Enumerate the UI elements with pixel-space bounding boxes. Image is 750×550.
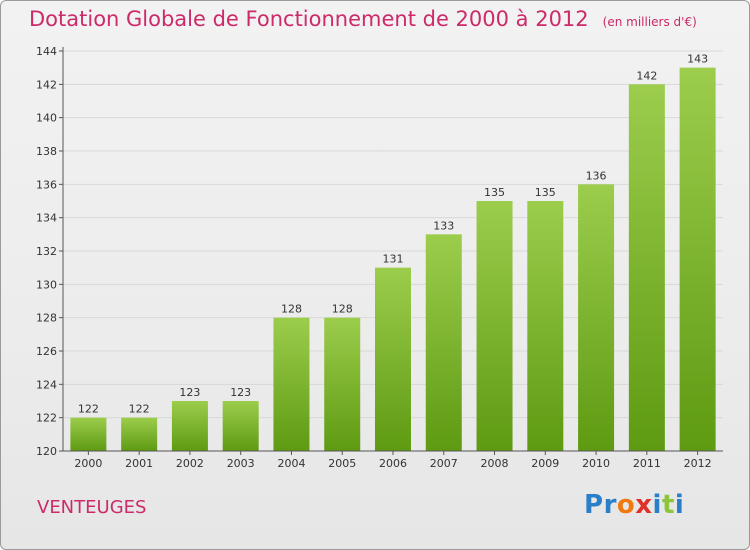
x-tick-label: 2004 (277, 457, 305, 470)
data-label: 128 (332, 303, 353, 316)
y-tick-label: 120 (36, 445, 57, 458)
y-tick-label: 142 (36, 78, 57, 91)
logo-letter: r (603, 490, 617, 520)
logo-letter: P (584, 490, 604, 520)
bar-2008 (476, 201, 513, 451)
proxiti-logo[interactable]: Proxiti (584, 490, 684, 520)
place-name: VENTEUGES (37, 497, 147, 518)
x-tick-label: 2010 (582, 457, 610, 470)
bar-2000 (70, 417, 107, 451)
data-label: 143 (687, 53, 708, 66)
bars: 122 122 123 123 128 128 131 133 135 135 136 142 143 (70, 53, 716, 452)
y-tick-label: 136 (36, 178, 57, 191)
logo-letter: t (661, 490, 675, 520)
bar-2010 (578, 184, 615, 452)
data-label: 122 (129, 403, 150, 416)
bar-2003 (222, 401, 259, 451)
y-tick-label: 144 (36, 45, 57, 58)
x-tick-label: 2000 (74, 457, 102, 470)
data-label: 142 (636, 69, 657, 82)
bar-2004 (273, 317, 310, 451)
data-label: 123 (179, 386, 200, 399)
y-tick-label: 134 (36, 212, 57, 225)
logo-letter: x (635, 490, 653, 520)
data-label: 136 (586, 169, 607, 182)
data-label: 128 (281, 303, 302, 316)
bar-2011 (628, 84, 665, 451)
x-tick-label: 2009 (531, 457, 559, 470)
x-tick-label: 2006 (379, 457, 407, 470)
bar-2009 (527, 201, 564, 451)
y-tick-label: 122 (36, 412, 57, 425)
data-label: 133 (433, 219, 454, 232)
y-tick-label: 140 (36, 112, 57, 125)
data-label: 131 (383, 253, 404, 266)
y-tick-label: 128 (36, 312, 57, 325)
chart-title: Dotation Globale de Fonctionnement de 20… (29, 7, 697, 31)
x-tick-label: 2005 (328, 457, 356, 470)
chart-title-text: Dotation Globale de Fonctionnement de 20… (29, 7, 589, 31)
bar-2012 (679, 67, 716, 452)
logo-letter: i (674, 490, 685, 520)
x-tick-label: 2003 (227, 457, 255, 470)
x-tick-label: 2008 (481, 457, 509, 470)
x-tick-label: 2011 (633, 457, 661, 470)
axes: 120 122 124 126 128 130 132 134 136 138 140 142 144 2… (36, 45, 723, 470)
y-tick-label: 130 (36, 278, 57, 291)
data-label: 135 (484, 186, 505, 199)
y-tick-label: 138 (36, 145, 57, 158)
data-label: 122 (78, 403, 99, 416)
bar-2005 (324, 317, 361, 451)
bar-2001 (121, 417, 158, 451)
data-label: 123 (230, 386, 251, 399)
logo-letter: o (616, 490, 636, 520)
x-tick-label: 2007 (430, 457, 458, 470)
y-tick-label: 126 (36, 345, 57, 358)
x-tick-label: 2001 (125, 457, 153, 470)
data-label: 135 (535, 186, 556, 199)
bar-2007 (425, 234, 462, 451)
x-tick-label: 2012 (684, 457, 712, 470)
y-tick-label: 124 (36, 378, 57, 391)
bar-2002 (171, 401, 208, 451)
chart-unit: (en milliers d'€) (602, 15, 697, 29)
logo-letter: i (652, 490, 662, 520)
bar-2006 (375, 267, 411, 451)
y-tick-label: 132 (36, 245, 57, 258)
x-tick-label: 2002 (176, 457, 204, 470)
